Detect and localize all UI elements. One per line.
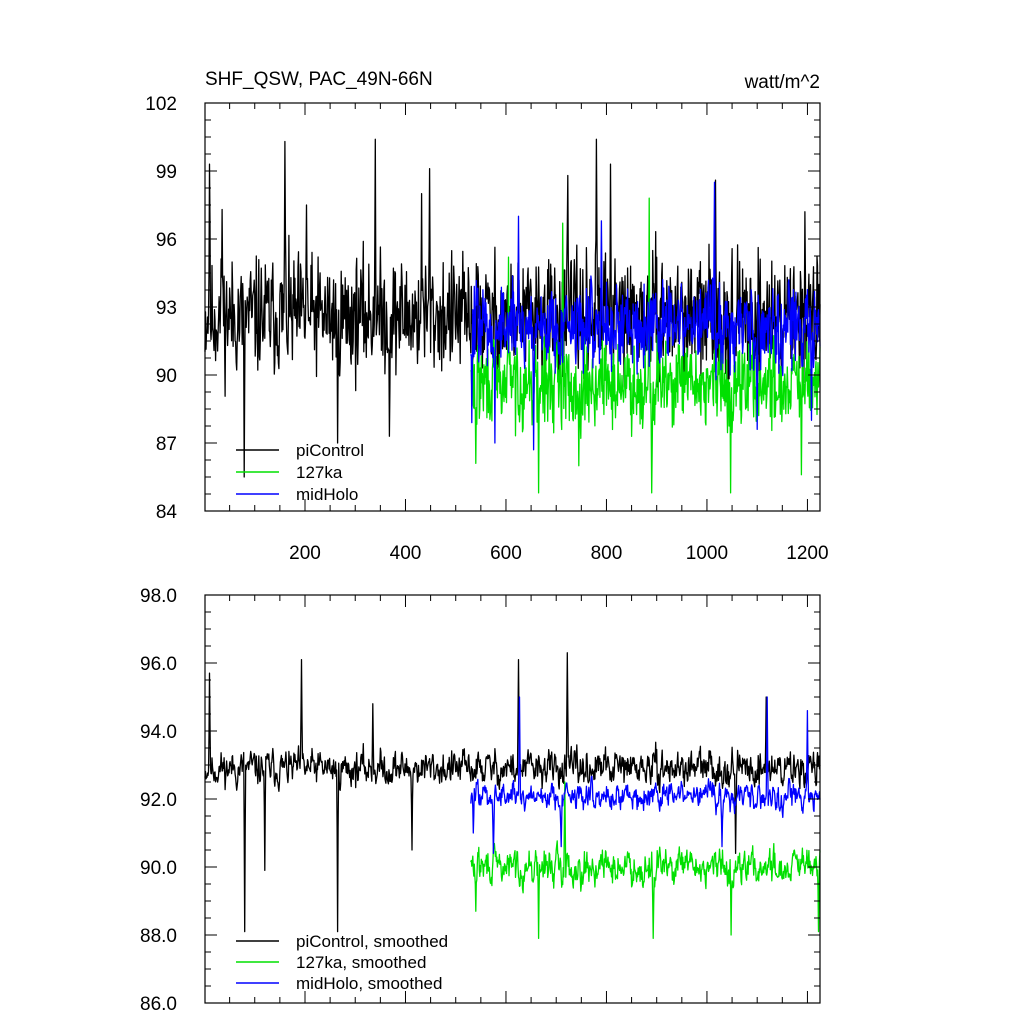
y-tick-label: 88.0 (140, 926, 177, 947)
chart-title: SHF_QSW, PAC_49N-66N (205, 69, 433, 90)
legend: piControl, smoothed 127ka, smoothed midHol… (236, 932, 448, 993)
series-line-midholo (470, 181, 821, 451)
series-line-127ka (470, 197, 821, 494)
y-tick-label: 86.0 (140, 994, 177, 1015)
x-tick-label: 800 (591, 543, 623, 564)
x-tick-label: 1000 (686, 543, 728, 564)
legend-label: 127ka (296, 463, 343, 482)
bottom-panel: 86.0 88.0 90.0 92.0 94.0 96.0 98.0 piControl, … (140, 586, 821, 1015)
x-tick-label: 400 (390, 543, 422, 564)
legend-label: piControl (296, 441, 364, 460)
y-tick-label: 90.0 (140, 858, 177, 879)
x-tick-label: 600 (490, 543, 522, 564)
top-panel: SHF_QSW, PAC_49N-66N watt/m^2 84 87 90 93 96… (145, 69, 828, 564)
legend-label: midHolo, smoothed (296, 974, 442, 993)
x-tick-label: 1200 (786, 543, 828, 564)
legend-label: piControl, smoothed (296, 932, 448, 951)
y-tick-label: 99 (156, 162, 177, 183)
y-tick-label: 90 (156, 366, 177, 387)
y-tick-label: 98.0 (140, 586, 177, 607)
units-label: watt/m^2 (744, 72, 820, 93)
series-group (204, 652, 821, 940)
series-line-127ka-smoothed (470, 781, 821, 940)
y-tick-label: 102 (145, 94, 177, 115)
y-tick-label: 94.0 (140, 722, 177, 743)
legend-label: midHolo (296, 485, 358, 504)
series-group (204, 138, 821, 494)
y-tick-label: 84 (156, 502, 178, 523)
axes: 84 87 90 93 96 99 102 200 400 600 800 1000 1200 (145, 94, 828, 564)
y-tick-label: 96 (156, 230, 177, 251)
series-line-picontrol-smoothed (204, 652, 821, 933)
y-tick-label: 87 (156, 434, 177, 455)
legend-label: 127ka, smoothed (296, 953, 426, 972)
y-tick-label: 93 (156, 298, 177, 319)
x-tick-label: 200 (289, 543, 321, 564)
y-tick-label: 96.0 (140, 654, 177, 675)
axes: 86.0 88.0 90.0 92.0 94.0 96.0 98.0 (140, 586, 821, 1015)
y-tick-label: 92.0 (140, 790, 177, 811)
legend: piControl 127ka midHolo (236, 441, 364, 504)
series-line-midholo-smoothed (470, 696, 821, 855)
